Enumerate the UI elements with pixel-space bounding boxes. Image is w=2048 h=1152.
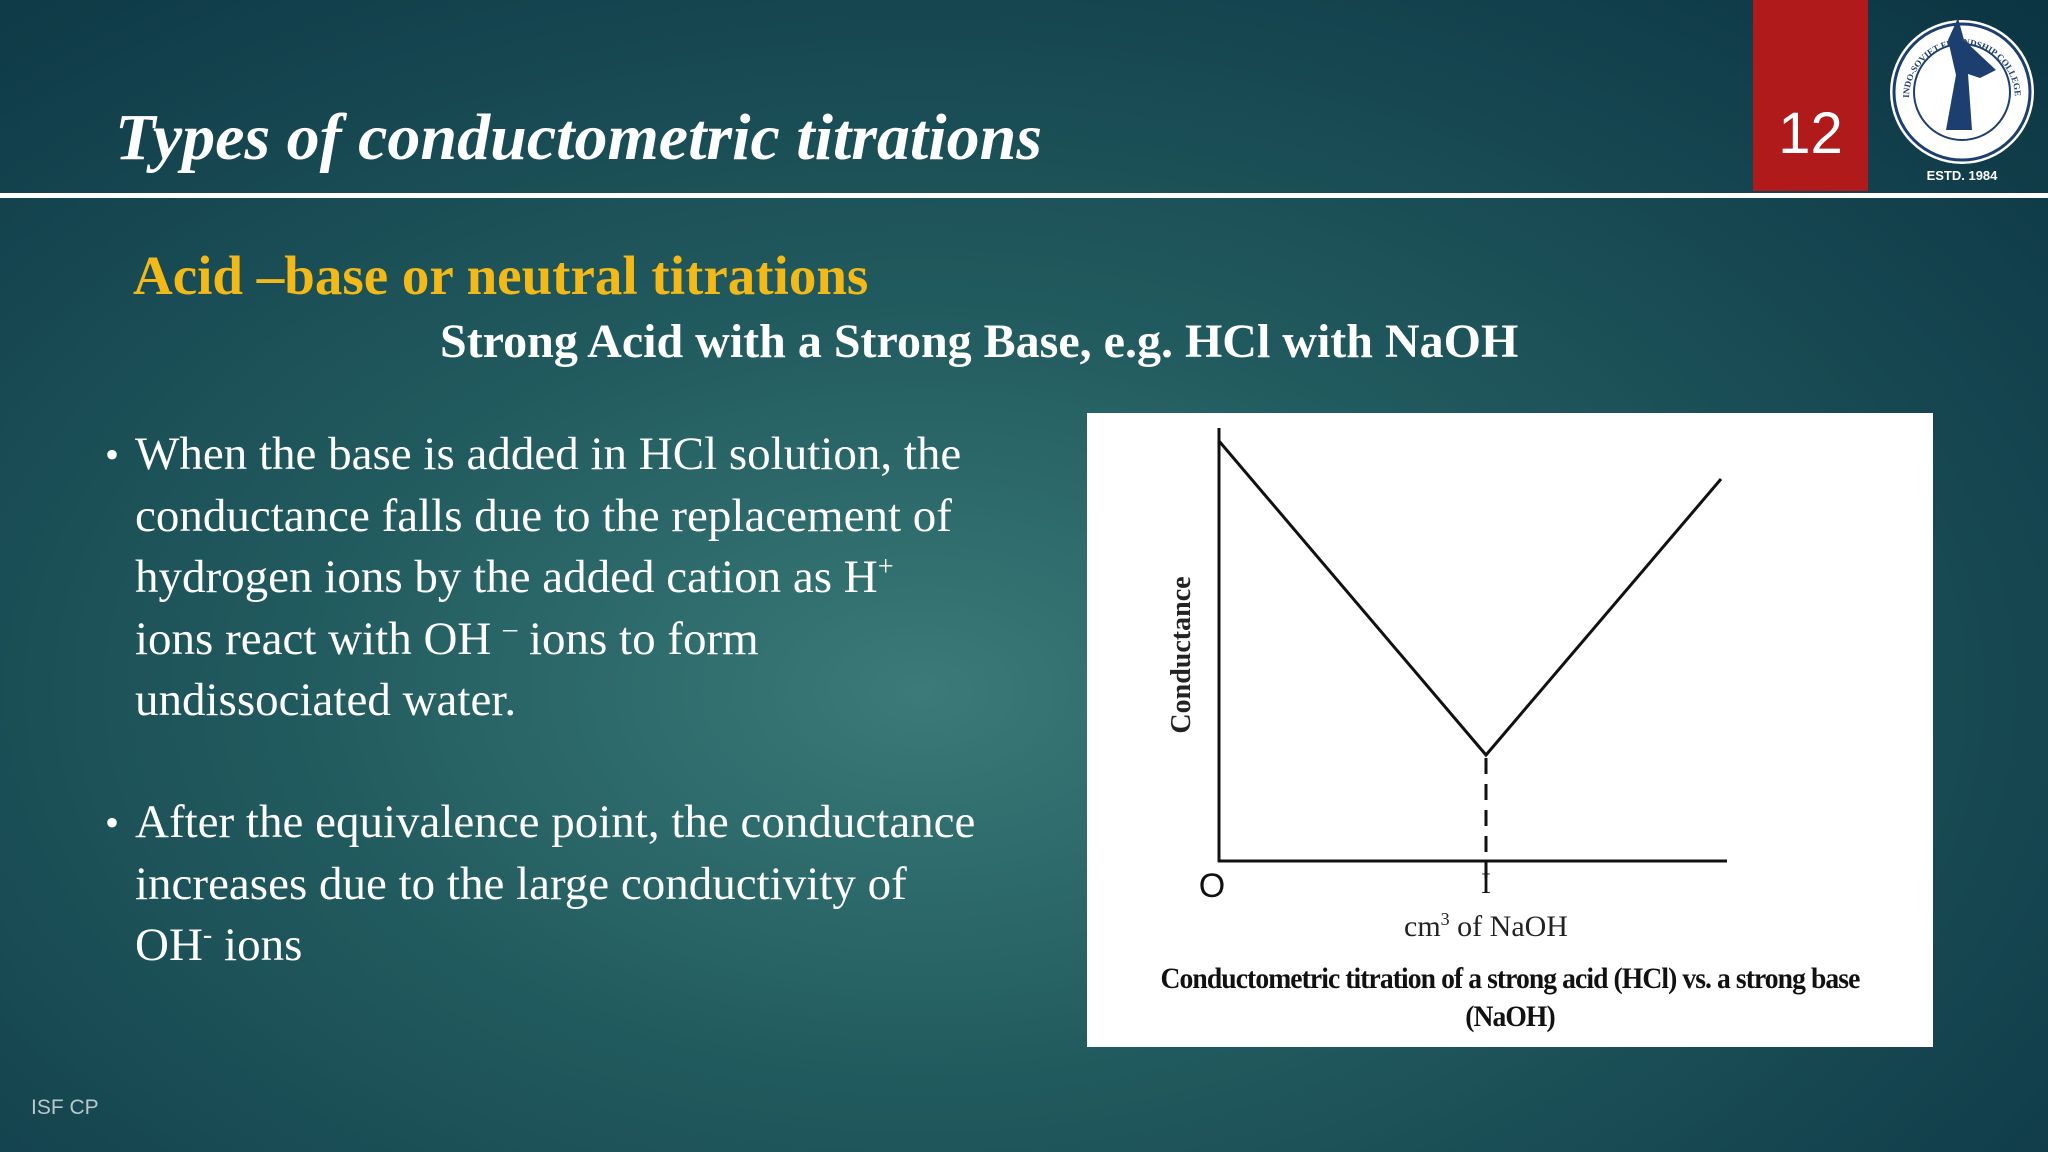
text-run: of NaOH [1449, 910, 1568, 943]
text-run: ions react with OH [135, 612, 504, 665]
superscript: – [503, 612, 518, 644]
logo-established: ESTD. 1984 [1927, 168, 1999, 183]
footer: ISF CP [31, 1096, 99, 1119]
logo: INDO-SOVIET FRIENDSHIP COLLEGE OF PHARMA… [1876, 0, 2034, 183]
figure-panel [1087, 413, 1933, 1047]
superscript: - [202, 919, 213, 951]
bullet: After the equivalence point, the conduct… [105, 792, 980, 977]
text-run: ions [212, 919, 303, 971]
y-axis-label: Conductance [1166, 576, 1197, 733]
logo-ring [1892, 22, 2032, 162]
text-run: When the base is added in HCl solution, … [135, 428, 962, 603]
text-run: After the equivalence point, the conduct… [135, 796, 976, 971]
slide-title: Types of conductometric titrations [115, 101, 1042, 174]
x-axis-label: cm3 of NaOH [1386, 910, 1586, 944]
text-run: cm [1404, 910, 1441, 943]
slide-number-box [1753, 0, 1868, 191]
superscript: + [877, 551, 894, 583]
figure-caption: Conductometric titration of a strong aci… [1160, 962, 1861, 1033]
titration-curve [1217, 440, 1723, 758]
slide-number: 12 [1778, 101, 1843, 166]
section-heading: Acid –base or neutral titrations [133, 245, 869, 306]
equivalence-label: I [1481, 867, 1491, 900]
text-run: ions to form undissociated water. [135, 612, 759, 727]
bullet: When the base is added in HCl solution, … [105, 424, 980, 732]
origin-label: O [1199, 867, 1225, 905]
superscript: 3 [1440, 909, 1450, 929]
logo-figure [1946, 18, 1996, 130]
title-rule [0, 193, 2048, 198]
section-subheading: Strong Acid with a Strong Base, e.g. HCl… [440, 315, 1519, 368]
